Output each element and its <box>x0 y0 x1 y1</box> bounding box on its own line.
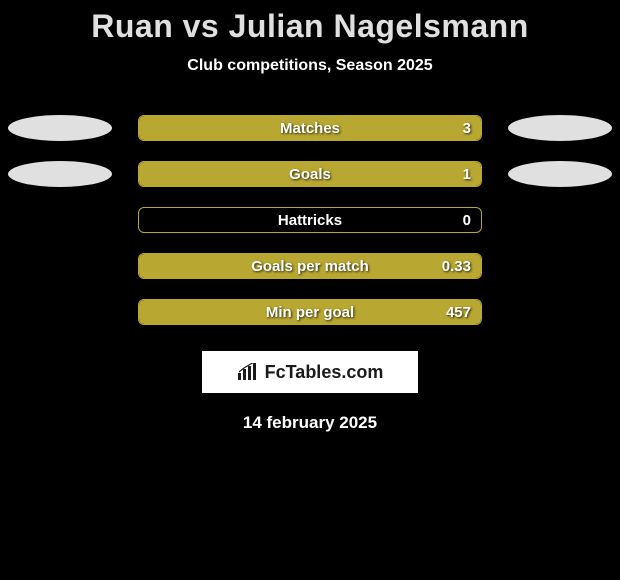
stat-value: 0.33 <box>442 254 471 278</box>
stat-label: Min per goal <box>139 300 481 324</box>
stat-bar: Min per goal457 <box>138 299 482 325</box>
player-marker-left <box>8 115 112 141</box>
brand-text: FcTables.com <box>265 362 384 383</box>
stat-label: Hattricks <box>139 208 481 232</box>
bar-chart-icon <box>237 363 259 381</box>
stat-label: Goals <box>139 162 481 186</box>
stat-bar: Goals per match0.33 <box>138 253 482 279</box>
page-title: Ruan vs Julian Nagelsmann <box>0 8 620 45</box>
stat-row: Hattricks0 <box>0 197 620 243</box>
player-marker-right <box>508 161 612 187</box>
stat-value: 3 <box>463 116 471 140</box>
stat-value: 457 <box>446 300 471 324</box>
stat-label: Goals per match <box>139 254 481 278</box>
player-marker-right <box>508 115 612 141</box>
stat-value: 1 <box>463 162 471 186</box>
stats-area: Matches3Goals1Hattricks0Goals per match0… <box>0 105 620 335</box>
stat-row: Matches3 <box>0 105 620 151</box>
stat-bar: Goals1 <box>138 161 482 187</box>
stat-label: Matches <box>139 116 481 140</box>
comparison-card: Ruan vs Julian Nagelsmann Club competiti… <box>0 0 620 433</box>
subtitle: Club competitions, Season 2025 <box>0 57 620 75</box>
brand-box[interactable]: FcTables.com <box>202 351 418 393</box>
stat-bar: Matches3 <box>138 115 482 141</box>
stat-value: 0 <box>463 208 471 232</box>
player-marker-left <box>8 161 112 187</box>
stat-row: Goals per match0.33 <box>0 243 620 289</box>
stat-row: Goals1 <box>0 151 620 197</box>
stat-bar: Hattricks0 <box>138 207 482 233</box>
date-label: 14 february 2025 <box>0 413 620 433</box>
stat-row: Min per goal457 <box>0 289 620 335</box>
